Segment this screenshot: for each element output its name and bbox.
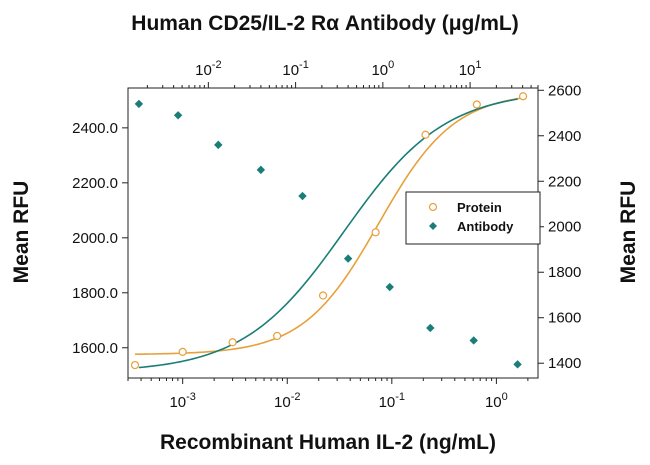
- x-bottom-tick-label-exponent: -2: [291, 391, 301, 403]
- y-right-tick-label: 2400: [548, 128, 581, 145]
- x-bottom-tick-label: 10-3: [169, 391, 195, 411]
- point-antibody: [214, 140, 223, 150]
- point-antibody: [343, 254, 353, 263]
- curves-layer: [134, 96, 524, 369]
- x-bottom-tick-label-base: 10: [274, 394, 291, 411]
- x-top-tick-label-base: 10: [371, 62, 388, 79]
- points-layer: [130, 92, 528, 370]
- y-axis-label-right: Mean RFU: [617, 181, 640, 284]
- legend-label-protein: Protein: [457, 200, 502, 215]
- x-top-tick-label-exponent: 0: [388, 59, 394, 71]
- y-right-tick-label: 1800: [548, 264, 581, 281]
- x-top-tick-label-exponent: 1: [475, 59, 481, 71]
- y-right-tick-label: 1600: [548, 310, 581, 327]
- x-top-tick-label: 100: [371, 59, 394, 79]
- x-bottom-tick-label: 10-2: [274, 391, 300, 411]
- x-bottom-tick-label-exponent: 0: [502, 391, 508, 403]
- y-right-tick-label: 2200: [548, 173, 581, 190]
- point-protein: [518, 92, 528, 101]
- x-top-tick-label: 10-2: [195, 59, 221, 79]
- y-left-tick-label: 2200.0: [72, 175, 118, 192]
- point-antibody: [173, 111, 183, 120]
- legend-marker-protein: [428, 202, 438, 212]
- point-protein: [371, 228, 380, 237]
- point-protein: [472, 100, 481, 109]
- y-axis-label-left: Mean RFU: [10, 181, 33, 284]
- x-bottom-tick-label-base: 10: [485, 394, 502, 411]
- y-right-tick-label: 2600: [548, 82, 581, 99]
- y-left-tick-label: 2000.0: [72, 230, 118, 247]
- legend: Protein Antibody: [405, 191, 541, 245]
- y-right-tick-label: 1400: [548, 355, 581, 372]
- x-bottom-tick-label: 10-1: [379, 391, 405, 411]
- x-top-tick-label: 101: [459, 59, 482, 79]
- curve-antibody: [138, 98, 518, 369]
- x-bottom-tick-label-base: 10: [379, 394, 396, 411]
- point-protein: [318, 291, 328, 300]
- point-protein: [228, 338, 237, 347]
- point-antibody: [256, 165, 266, 175]
- point-antibody: [469, 336, 478, 345]
- x-axis-label: Recombinant Human IL-2 (ng/mL): [160, 431, 496, 454]
- x-bottom-tick-label-exponent: -1: [395, 391, 405, 403]
- point-protein: [178, 347, 187, 356]
- y-left-tick-label: 2400.0: [72, 120, 118, 137]
- x-top-tick-label-base: 10: [459, 62, 476, 79]
- point-antibody: [385, 282, 394, 292]
- x-top-tick-label-exponent: -1: [299, 59, 309, 71]
- y-right-tick-label: 2000: [548, 219, 581, 236]
- point-protein: [273, 331, 282, 341]
- point-protein: [130, 360, 140, 370]
- x-top-tick-label: 10-1: [282, 59, 308, 79]
- legend-box: [405, 191, 541, 245]
- x-top-tick-label-exponent: -2: [212, 59, 222, 71]
- chart-title: Human CD25/IL-2 Rα Antibody (μg/mL): [131, 12, 518, 35]
- y-left-tick-label: 1600.0: [72, 340, 118, 357]
- x-top-tick-label-base: 10: [195, 62, 212, 79]
- x-top-tick-label-base: 10: [282, 62, 299, 79]
- x-bottom-tick-label: 100: [485, 391, 508, 411]
- point-protein: [421, 130, 430, 139]
- x-bottom-tick-label-exponent: -3: [186, 391, 196, 403]
- x-bottom-tick-label-base: 10: [169, 394, 186, 411]
- y-left-tick-label: 1800.0: [72, 285, 118, 302]
- point-antibody: [513, 360, 522, 369]
- legend-marker-antibody: [429, 222, 437, 230]
- point-antibody: [298, 191, 307, 201]
- legend-label-antibody: Antibody: [457, 219, 514, 234]
- point-antibody: [426, 323, 435, 333]
- point-antibody: [134, 99, 144, 109]
- curve-protein: [134, 96, 524, 356]
